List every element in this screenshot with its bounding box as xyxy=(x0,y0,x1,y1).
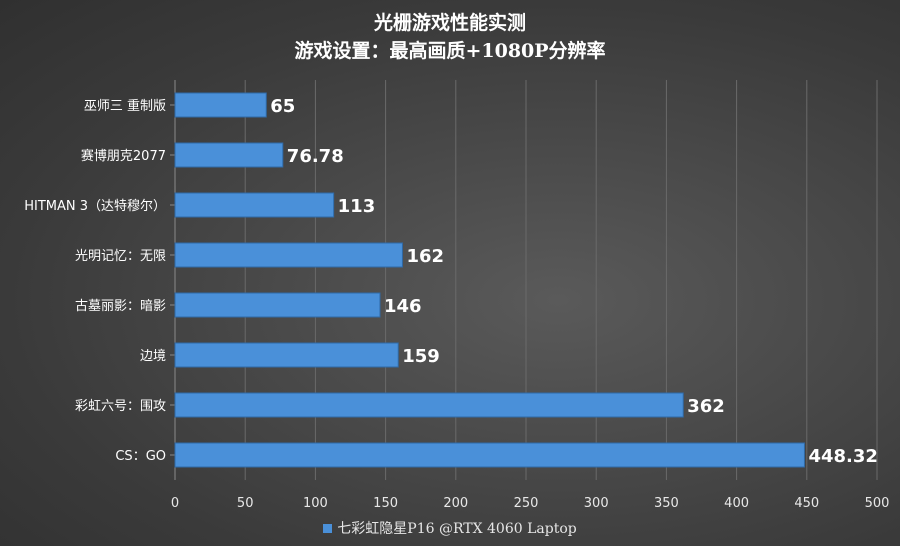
category-label: 光明记忆：无限 xyxy=(75,248,166,264)
data-label: 159 xyxy=(402,346,440,367)
x-tick-label: 100 xyxy=(303,496,328,511)
data-label: 362 xyxy=(687,396,725,417)
category-label: CS：GO xyxy=(115,449,166,464)
x-tick-label: 300 xyxy=(584,496,609,511)
bar xyxy=(174,442,805,468)
x-tick-label: 150 xyxy=(373,496,398,511)
bar xyxy=(174,242,403,268)
category-label: 古墓丽影：暗影 xyxy=(75,299,166,314)
data-label: 76.78 xyxy=(287,146,344,167)
category-label: 边境 xyxy=(140,349,166,364)
x-tick-label: 0 xyxy=(171,496,179,511)
x-tick-label: 450 xyxy=(794,496,819,511)
legend-swatch xyxy=(323,524,333,533)
x-tick-label: 500 xyxy=(865,496,890,511)
x-tick-label: 250 xyxy=(514,496,539,511)
x-tick-label: 200 xyxy=(443,496,468,511)
bar xyxy=(174,342,399,368)
legend: 七彩虹隐星P16 @RTX 4060 Laptop xyxy=(0,518,900,538)
x-tick-label: 400 xyxy=(724,496,749,511)
bar xyxy=(174,292,381,318)
chart-subtitle: 游戏设置：最高画质+1080P分辨率 xyxy=(294,40,606,62)
x-tick-label: 350 xyxy=(654,496,679,511)
data-label: 65 xyxy=(270,96,295,117)
bar xyxy=(174,192,335,218)
x-tick-label: 50 xyxy=(237,496,254,511)
data-label: 146 xyxy=(384,296,422,317)
bar xyxy=(174,92,267,118)
bar xyxy=(174,142,284,168)
bar xyxy=(174,392,684,418)
category-label: 彩虹六号：围攻 xyxy=(75,399,166,414)
category-label: 赛博朋克2077 xyxy=(81,148,166,164)
data-label: 113 xyxy=(338,196,376,217)
category-label: 巫师三 重制版 xyxy=(84,98,166,114)
category-label: HITMAN 3（达特穆尔） xyxy=(24,199,166,214)
legend-label: 七彩虹隐星P16 @RTX 4060 Laptop xyxy=(337,521,577,537)
data-label: 448.32 xyxy=(808,446,877,467)
chart-title: 光栅游戏性能实测 xyxy=(373,12,526,34)
data-label: 162 xyxy=(406,246,444,267)
